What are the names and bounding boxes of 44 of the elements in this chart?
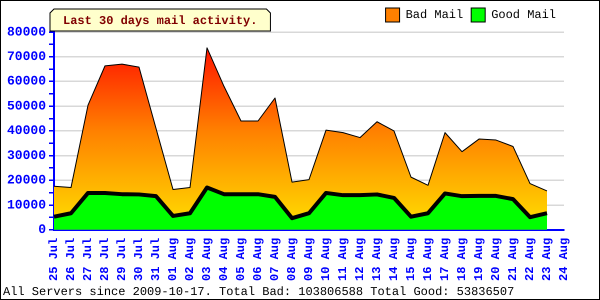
text: All Servers since 2009-10-17. Total Bad: 103806588 Total Good: 53836507 <box>3 285 514 300</box>
x-tick-label: 13 Aug <box>370 238 384 282</box>
x-tick-label: 19 Aug <box>472 238 486 282</box>
x-tick-label: 01 Aug <box>166 238 180 282</box>
y-tick-label: 10000 <box>6 197 46 212</box>
legend-label: Bad Mail <box>406 8 464 22</box>
x-tick-label: 06 Aug <box>251 238 266 282</box>
y-tick-label: 20000 <box>6 172 46 188</box>
legend-label: Good Mail <box>491 8 556 22</box>
x-tick-label: 05 Aug <box>234 238 248 282</box>
x-tick-label: 24 Aug <box>557 238 572 282</box>
y-tick-label: 30000 <box>6 148 46 163</box>
x-tick-label: 18 Aug <box>455 238 470 282</box>
x-tick-label: 31 Jul <box>149 238 164 282</box>
x-tick-label: 27 Jul <box>81 238 96 282</box>
x-tick-label: 20 Aug <box>489 238 504 282</box>
x-tick-label: 29 Jul <box>115 238 130 282</box>
x-tick-label: 26 Jul <box>64 238 78 282</box>
chart-title: Last 30 days mail activity. <box>63 14 258 28</box>
x-tick-label: 02 Aug <box>183 238 198 282</box>
x-tick-label: 17 Aug <box>438 238 452 282</box>
x-tick-label: 21 Aug <box>506 238 520 282</box>
x-tick-label: 23 Aug <box>540 238 554 282</box>
x-tick-label: 08 Aug <box>285 238 300 282</box>
x-tick-label: 12 Aug <box>353 238 368 282</box>
y-tick-label: 50000 <box>6 98 46 114</box>
x-tick-label: 03 Aug <box>200 238 214 282</box>
y-tick-label: 60000 <box>6 74 46 89</box>
x-tick-label: 11 Aug <box>336 238 350 282</box>
y-tick-label: 0 <box>38 222 46 238</box>
y-tick-label: 70000 <box>6 49 46 64</box>
x-tick-label: 16 Aug <box>421 238 436 282</box>
x-tick-label: 04 Aug <box>217 238 232 282</box>
x-tick-label: 14 Aug <box>387 238 402 282</box>
x-tick-label: 25 Jul <box>47 238 62 282</box>
x-tick-label: 09 Aug <box>302 238 316 282</box>
y-tick-label: 40000 <box>6 123 46 138</box>
x-tick-label: 30 Jul <box>132 238 146 282</box>
x-tick-label: 15 Aug <box>404 238 418 282</box>
x-tick-label: 10 Aug <box>319 238 334 282</box>
x-tick-label: 07 Aug <box>268 238 282 282</box>
x-tick-label: 28 Jul <box>98 238 112 282</box>
y-tick-label: 80000 <box>6 24 46 40</box>
x-tick-label: 22 Aug <box>523 238 538 282</box>
